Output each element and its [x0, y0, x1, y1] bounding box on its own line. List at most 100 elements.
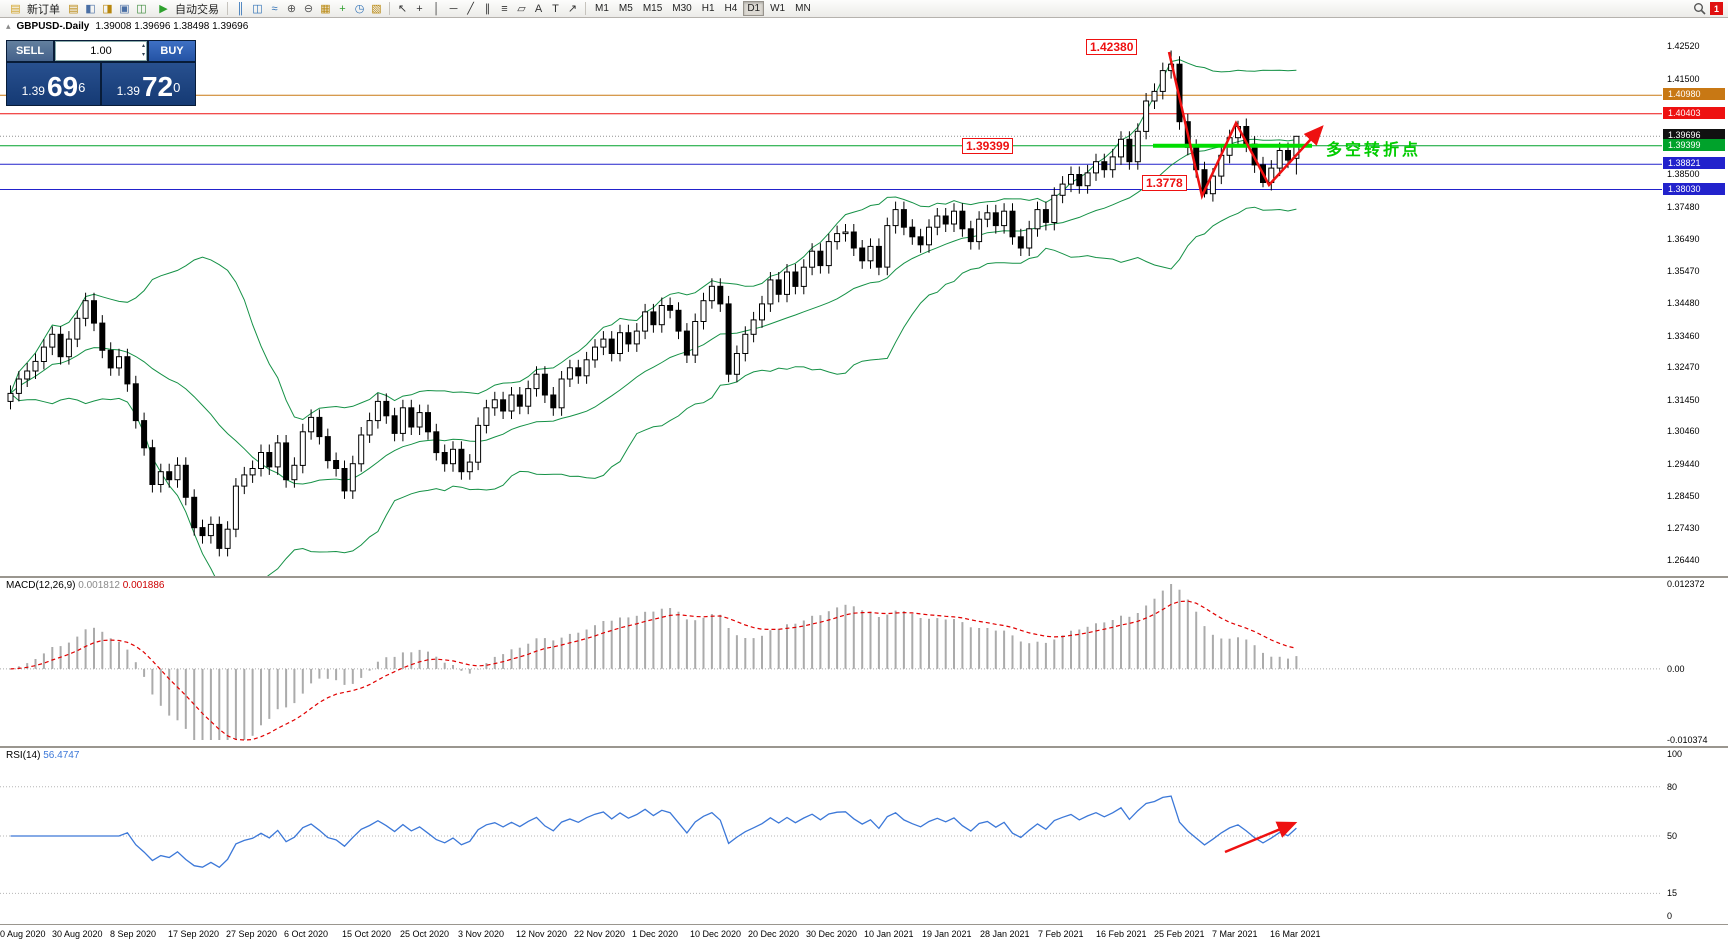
bid-price[interactable]: 1.39 69 6 — [7, 63, 100, 105]
date-label: 10 Dec 2020 — [690, 929, 742, 939]
date-label: 7 Feb 2021 — [1038, 929, 1084, 939]
navigator-icon[interactable]: ◨ — [102, 3, 113, 15]
price-tick: 1.27430 — [1667, 523, 1700, 534]
notification-badge[interactable]: 1 — [1710, 2, 1723, 15]
sell-button[interactable]: SELL — [7, 41, 53, 61]
zoom-out-icon[interactable]: ⊖ — [303, 3, 314, 15]
macd-value-signal: 0.001886 — [122, 580, 165, 591]
fibonacci-icon[interactable]: ≡ — [501, 2, 508, 15]
date-label: 3 Nov 2020 — [458, 929, 505, 939]
rsi-legend: RSI(14) 56.4747 — [6, 750, 79, 761]
date-label: 0 Aug 2020 — [0, 929, 46, 939]
candlestick-chart[interactable] — [0, 18, 1662, 576]
indicators-icon[interactable]: + — [339, 2, 346, 15]
periodicity-icon[interactable]: ◷ — [354, 3, 365, 15]
symbol-ohlc-bar: ▴ GBPUSD-.Daily 1.39008 1.39696 1.38498 … — [6, 21, 248, 32]
text-icon[interactable]: A — [534, 2, 543, 15]
timeframe-d1-button[interactable]: D1 — [743, 1, 765, 16]
market-watch-icon[interactable]: ▤ — [68, 3, 79, 15]
symbol-name: GBPUSD-.Daily — [16, 21, 90, 32]
volume-input[interactable]: 1.00 ▴ ▾ — [55, 41, 147, 61]
timeframe-toolbar: M1 M5 M15 M30 H1 H4 D1 W1 MN — [590, 1, 816, 16]
annotation-low-price[interactable]: 1.3778 — [1142, 175, 1187, 191]
trendline-icon[interactable]: ╱ — [467, 3, 474, 15]
ask-price[interactable]: 1.39 72 0 — [102, 63, 195, 105]
shapes-icon[interactable]: ▱ — [517, 3, 526, 15]
macd-tick: 0.00 — [1667, 663, 1685, 674]
bar-chart-icon[interactable]: ║ — [236, 2, 245, 15]
channel-icon[interactable]: ∥ — [484, 3, 491, 15]
oct-toggle-icon[interactable]: ▴ — [6, 21, 11, 31]
new-order-icon: ▤ — [10, 3, 21, 15]
date-label: 16 Feb 2021 — [1096, 929, 1147, 939]
volume-down-button[interactable]: ▾ — [141, 52, 145, 58]
data-window-icon[interactable]: ◧ — [85, 3, 96, 15]
timeframe-mn-button[interactable]: MN — [795, 3, 811, 14]
volume-up-button[interactable]: ▴ — [141, 43, 145, 49]
rsi-tick: 80 — [1667, 781, 1678, 792]
rsi-value: 56.4747 — [43, 750, 80, 761]
rsi-tick: 0 — [1667, 911, 1673, 921]
timeframe-m30-button[interactable]: M30 — [672, 3, 692, 14]
time-axis[interactable]: 0 Aug 2020 30 Aug 2020 8 Sep 2020 17 Sep 20… — [0, 925, 1728, 942]
price-tick: 1.32470 — [1667, 362, 1700, 373]
zoom-in-icon[interactable]: ⊕ — [286, 3, 297, 15]
date-label: 17 Sep 2020 — [168, 929, 220, 939]
timeframe-w1-button[interactable]: W1 — [770, 3, 786, 14]
date-label: 6 Oct 2020 — [284, 929, 329, 939]
annotation-turning-point[interactable]: 多空转折点 — [1326, 142, 1422, 159]
line-chart-icon[interactable]: ≈ — [271, 2, 278, 15]
date-label: 30 Dec 2020 — [806, 929, 858, 939]
date-label: 28 Jan 2021 — [980, 929, 1030, 939]
tile-windows-icon[interactable]: ▦ — [320, 3, 331, 15]
toolbar-separator — [227, 2, 228, 15]
macd-axis[interactable]: 0.012372 0.00 -0.010374 — [1662, 578, 1728, 746]
rsi-tick: 15 — [1667, 888, 1678, 899]
templates-icon[interactable]: ▧ — [371, 3, 382, 15]
timeframe-h1-button[interactable]: H1 — [701, 3, 715, 14]
panel-separator[interactable] — [0, 576, 1728, 578]
candlestick-chart-icon[interactable]: ◫ — [252, 3, 263, 15]
price-tick: 1.42520 — [1667, 41, 1700, 51]
bid-pip-digit: 6 — [78, 80, 86, 95]
top-toolbar: ▤ 新订单 ▤ ◧ ◨ ▣ ◫ ▶ 自动交易 ║ ◫ ≈ ⊕ ⊖ ▦ + ◷ ▧ ↖ + │ ─ ╱ ∥ ≡ ▱ A T ↗… — [0, 0, 1728, 18]
annotation-peak-price[interactable]: 1.42380 — [1086, 39, 1138, 55]
macd-value-main: 0.001812 — [78, 580, 120, 591]
arrows-icon[interactable]: ↗ — [567, 3, 578, 15]
new-order-button[interactable]: ▤ 新订单 — [3, 1, 64, 17]
one-click-trading-widget: SELL 1.00 ▴ ▾ BUY 1.39 69 6 1.39 72 0 — [6, 40, 196, 106]
macd-legend: MACD(12,26,9) 0.001812 0.001886 — [6, 580, 164, 591]
annotation-level-price[interactable]: 1.39399 — [962, 138, 1014, 154]
rsi-tick: 100 — [1667, 749, 1683, 759]
autotrading-icon: ▶ — [159, 3, 168, 15]
date-label: 27 Sep 2020 — [226, 929, 278, 939]
price-line-badge: 1.40403 — [1663, 106, 1725, 119]
panel-separator[interactable] — [0, 746, 1728, 748]
rsi-indicator-chart[interactable] — [0, 748, 1662, 924]
rsi-axis[interactable]: 100 80 50 15 0 — [1662, 748, 1728, 924]
ask-big-digits: 72 — [141, 71, 174, 102]
macd-indicator-chart[interactable] — [0, 578, 1662, 746]
price-line-badge: 1.39696 — [1663, 129, 1725, 142]
horizontal-line-icon[interactable]: ─ — [449, 2, 458, 15]
timeframe-m1-button[interactable]: M1 — [595, 3, 609, 14]
timeframe-m5-button[interactable]: M5 — [618, 3, 633, 14]
cursor-icon[interactable]: ↖ — [397, 3, 408, 15]
strategy-tester-icon[interactable]: ◫ — [136, 3, 147, 15]
price-line-badge: 1.39399 — [1663, 138, 1725, 151]
ask-prefix: 1.39 — [116, 84, 140, 98]
vertical-line-icon[interactable]: │ — [433, 2, 440, 15]
crosshair-icon[interactable]: + — [416, 2, 423, 15]
terminal-icon[interactable]: ▣ — [119, 3, 130, 15]
autotrading-button[interactable]: ▶ 自动交易 — [151, 1, 223, 17]
timeframe-m15-button[interactable]: M15 — [642, 3, 663, 14]
price-axis[interactable]: 1.42520 1.41500 1.38500 1.37480 1.36490 1.354… — [1662, 18, 1728, 576]
price-tick: 1.29440 — [1667, 459, 1700, 470]
buy-button[interactable]: BUY — [149, 41, 195, 61]
price-tick: 1.37480 — [1667, 202, 1700, 213]
timeframe-h4-button[interactable]: H4 — [724, 3, 738, 14]
label-icon[interactable]: T — [552, 2, 559, 15]
search-icon[interactable] — [1693, 2, 1706, 15]
ask-pip-digit: 0 — [173, 80, 181, 95]
date-label: 1 Dec 2020 — [632, 929, 679, 939]
